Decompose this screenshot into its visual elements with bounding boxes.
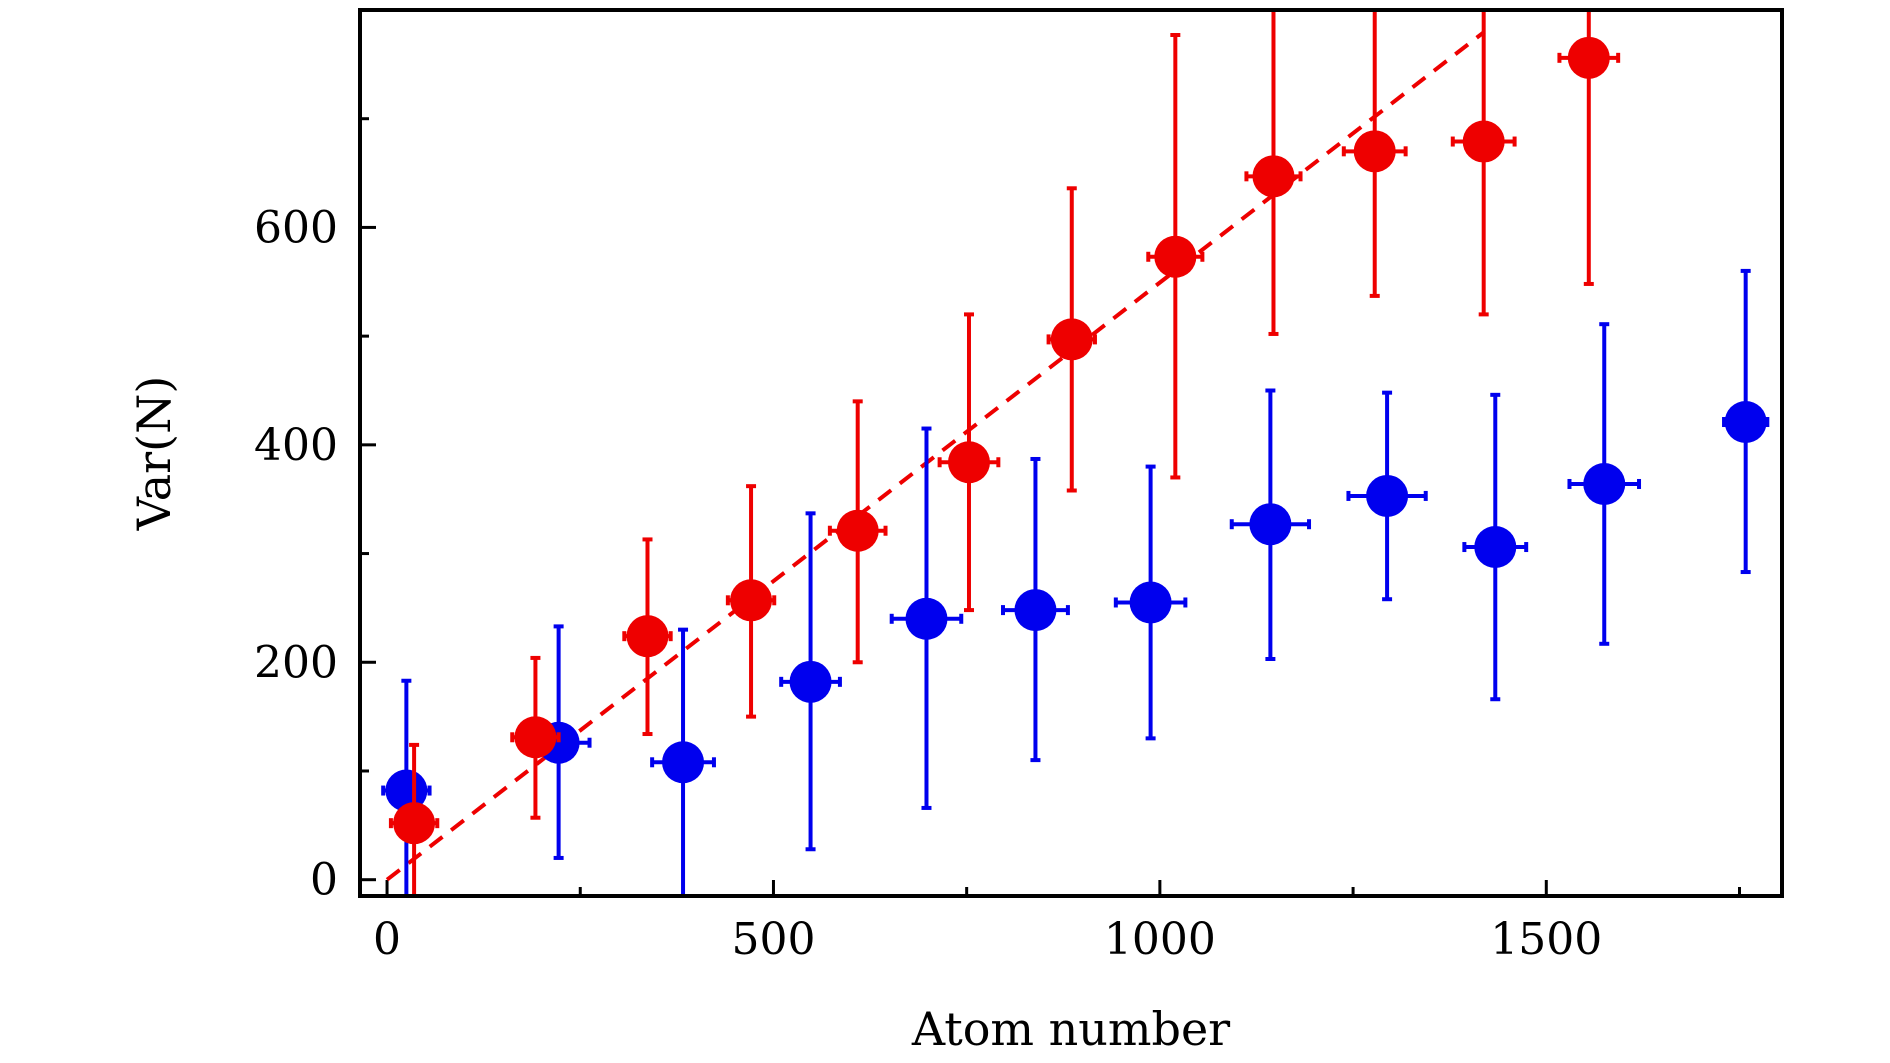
data-point [1252, 155, 1295, 198]
tick-labels: 0 500 1000 1500 0 200 400 600 [254, 202, 1602, 965]
y-tick-label: 0 [310, 855, 338, 906]
y-tick-label: 600 [254, 202, 338, 253]
y-tick-label: 200 [254, 637, 338, 688]
data-point [393, 802, 436, 845]
x-axis-label: Atom number [911, 1002, 1230, 1056]
data-point [626, 615, 669, 658]
axis-ticks [360, 117, 1741, 896]
data-point [514, 716, 557, 759]
data-point [1583, 462, 1626, 505]
series-0 [381, 268, 1770, 896]
x-tick-label: 1000 [1104, 914, 1216, 965]
x-tick-label: 0 [373, 914, 401, 965]
data-point [1724, 401, 1767, 444]
series-1 [388, 10, 1621, 896]
data-point [1474, 526, 1517, 569]
x-tick-label: 1500 [1490, 914, 1602, 965]
data-point [1567, 36, 1610, 79]
x-tick-label: 500 [731, 914, 815, 965]
data-point [789, 660, 832, 703]
data-point [905, 597, 948, 640]
data-point [1462, 120, 1505, 163]
data-point [947, 441, 990, 484]
data-point [1353, 130, 1396, 173]
data-point [730, 579, 773, 622]
data-point [1014, 589, 1057, 632]
y-tick-label: 400 [254, 420, 338, 471]
plot-frame [358, 8, 1784, 898]
data-point [1154, 235, 1197, 278]
data-point [1249, 503, 1292, 546]
data-point [662, 741, 705, 784]
data-point [385, 769, 428, 812]
data-point [1050, 318, 1093, 361]
y-axis-label: Var(N) [127, 376, 181, 532]
data-point [1366, 474, 1409, 517]
data-marks [381, 10, 1770, 896]
data-point [1129, 581, 1172, 624]
data-point [836, 509, 879, 552]
